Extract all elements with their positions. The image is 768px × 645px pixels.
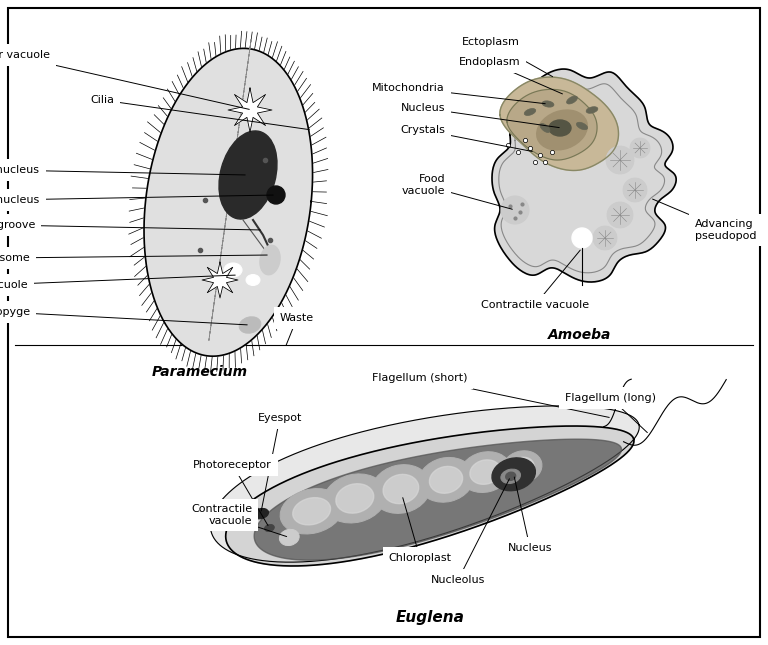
Text: Nucleus: Nucleus — [508, 477, 552, 553]
Ellipse shape — [542, 101, 554, 107]
Ellipse shape — [264, 524, 274, 531]
Text: Ectoplasm: Ectoplasm — [462, 37, 553, 77]
Ellipse shape — [260, 245, 280, 275]
Polygon shape — [507, 90, 597, 160]
Text: Amoeba: Amoeba — [548, 328, 611, 342]
Ellipse shape — [323, 474, 386, 523]
Text: Waste: Waste — [280, 313, 314, 346]
Ellipse shape — [267, 186, 285, 204]
Text: Food vacuole: Food vacuole — [0, 275, 235, 290]
Text: Micronucleus: Micronucleus — [0, 195, 273, 205]
Ellipse shape — [630, 138, 650, 158]
Text: Flagellum (long): Flagellum (long) — [565, 393, 656, 433]
Text: Cilia: Cilia — [90, 95, 310, 130]
Ellipse shape — [572, 228, 592, 248]
Text: Food
vacuole: Food vacuole — [402, 174, 512, 209]
Text: Paramecium: Paramecium — [152, 365, 248, 379]
Ellipse shape — [525, 108, 536, 115]
Text: Photoreceptor: Photoreceptor — [194, 460, 272, 526]
Text: Contractile
vacuole: Contractile vacuole — [191, 504, 286, 537]
Text: Water vacuole: Water vacuole — [0, 50, 250, 110]
Ellipse shape — [567, 96, 578, 104]
Ellipse shape — [506, 472, 515, 481]
Polygon shape — [492, 69, 676, 282]
Ellipse shape — [280, 488, 343, 534]
Text: Euglena: Euglena — [396, 610, 465, 625]
Ellipse shape — [537, 110, 588, 150]
Text: Chloroplast: Chloroplast — [389, 498, 452, 563]
Ellipse shape — [429, 466, 462, 493]
Ellipse shape — [336, 484, 374, 513]
Polygon shape — [228, 88, 272, 132]
Ellipse shape — [224, 263, 242, 277]
Text: Oral groove: Oral groove — [0, 220, 260, 230]
Ellipse shape — [502, 451, 542, 483]
Ellipse shape — [577, 123, 588, 130]
Text: Advancing
pseudopod: Advancing pseudopod — [653, 199, 756, 241]
Polygon shape — [202, 262, 238, 298]
Ellipse shape — [470, 460, 501, 484]
Text: Eyespot: Eyespot — [257, 413, 302, 511]
Text: Cytosome: Cytosome — [0, 253, 267, 263]
Ellipse shape — [383, 474, 419, 504]
Polygon shape — [226, 426, 634, 566]
Ellipse shape — [492, 458, 535, 491]
Text: Nucleus: Nucleus — [400, 103, 559, 128]
Text: Endoplasm: Endoplasm — [458, 57, 562, 94]
Text: Flagellum (short): Flagellum (short) — [372, 373, 609, 417]
Ellipse shape — [586, 106, 598, 114]
Text: Cytopyge: Cytopyge — [0, 307, 247, 325]
Text: Macronucleus: Macronucleus — [0, 165, 245, 175]
Ellipse shape — [280, 530, 300, 546]
Ellipse shape — [239, 317, 261, 333]
Text: Crystals: Crystals — [400, 125, 532, 152]
Ellipse shape — [510, 457, 534, 477]
Polygon shape — [500, 77, 618, 170]
Polygon shape — [254, 439, 621, 561]
Ellipse shape — [246, 275, 260, 286]
Ellipse shape — [540, 123, 550, 132]
Text: Mitochondria: Mitochondria — [372, 83, 545, 104]
Ellipse shape — [623, 178, 647, 202]
Ellipse shape — [501, 469, 521, 484]
Ellipse shape — [293, 498, 330, 525]
Ellipse shape — [371, 464, 431, 513]
Text: Contractile vacuole: Contractile vacuole — [481, 250, 589, 310]
Ellipse shape — [459, 451, 511, 493]
Ellipse shape — [501, 196, 529, 224]
Ellipse shape — [607, 202, 633, 228]
Ellipse shape — [253, 508, 269, 519]
Ellipse shape — [606, 146, 634, 174]
Ellipse shape — [419, 457, 474, 502]
Ellipse shape — [549, 120, 571, 136]
Ellipse shape — [219, 131, 277, 219]
Text: Nucleolus: Nucleolus — [431, 479, 509, 585]
Ellipse shape — [593, 226, 617, 250]
Polygon shape — [210, 406, 639, 562]
Polygon shape — [144, 48, 313, 356]
